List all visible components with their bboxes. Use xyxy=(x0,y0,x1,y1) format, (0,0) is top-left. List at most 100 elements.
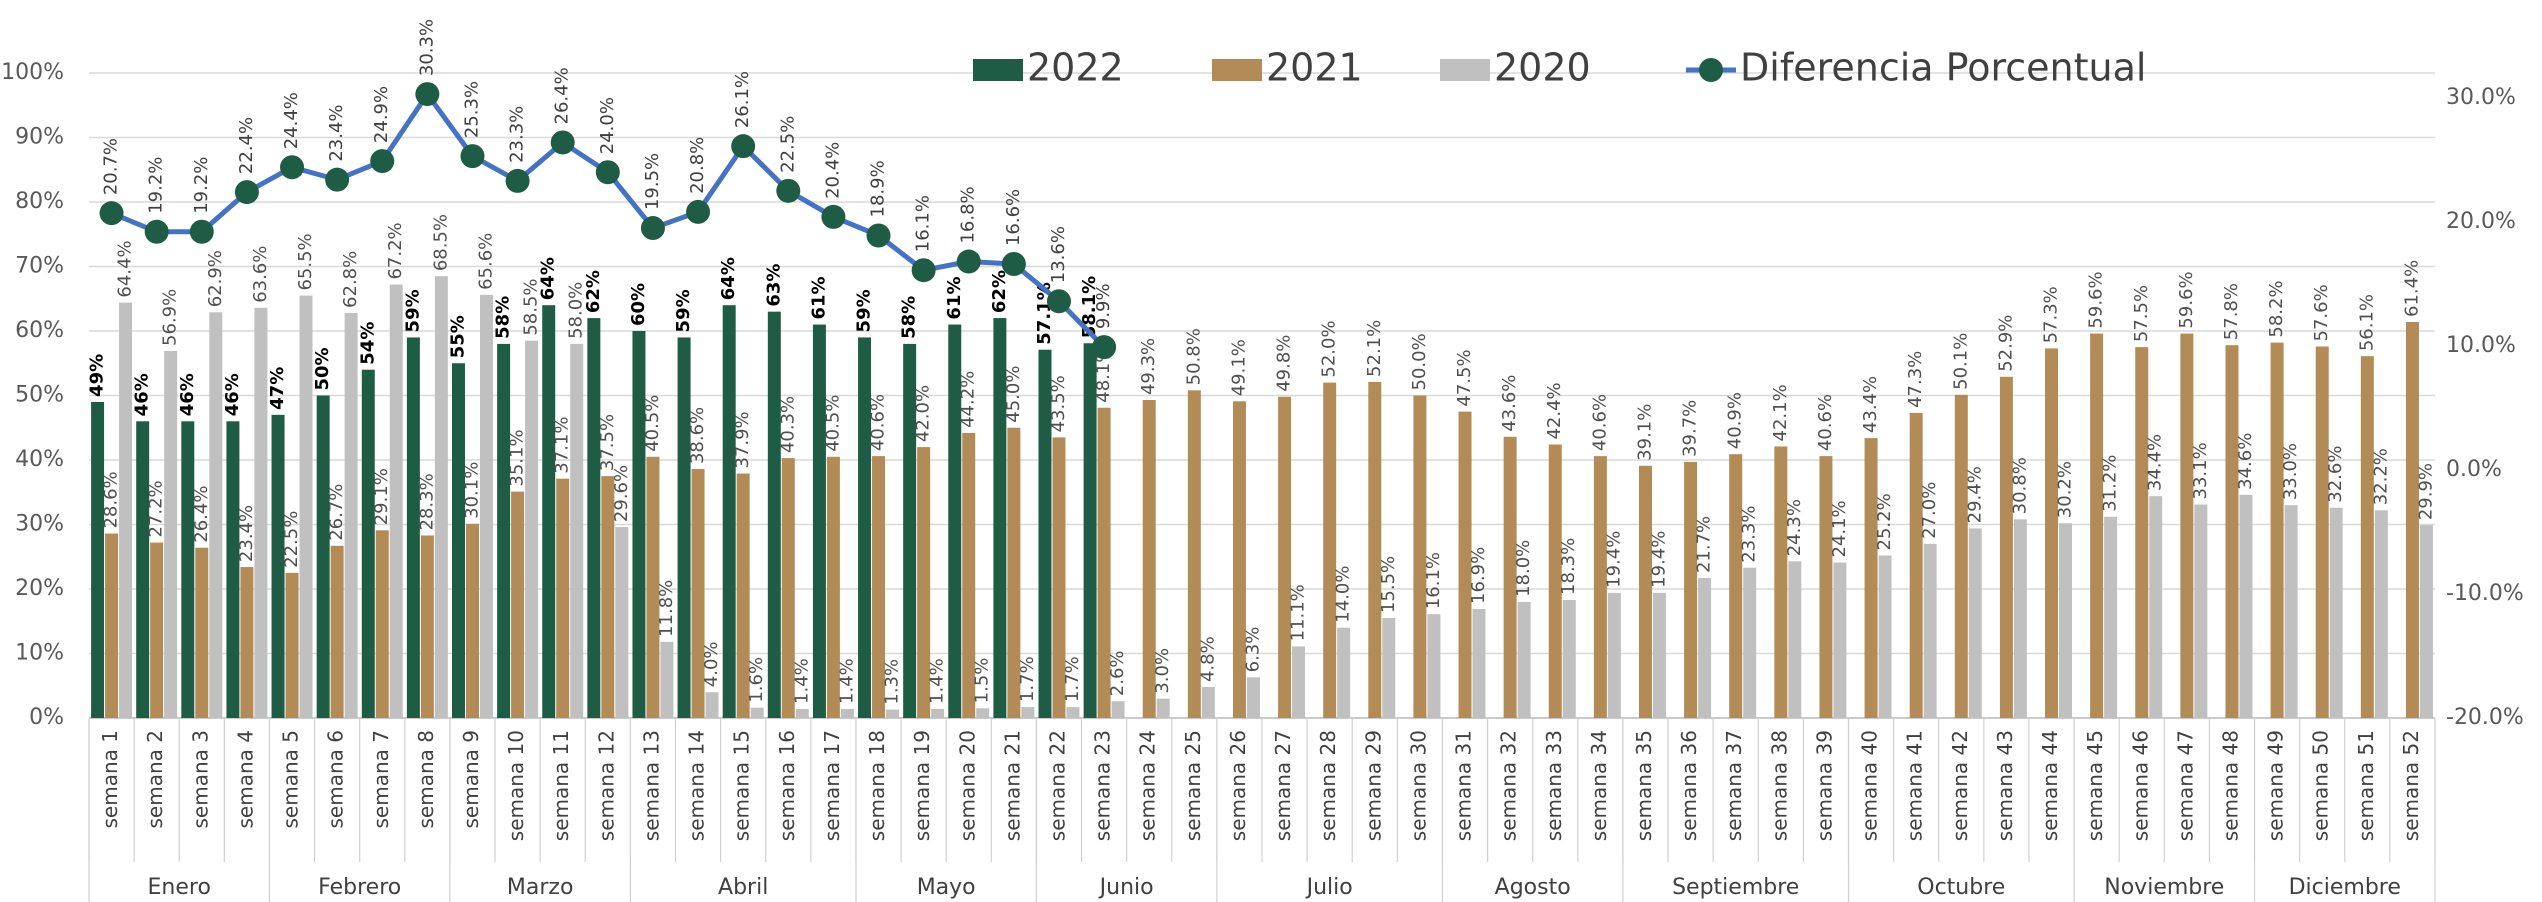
x-tick-label: semana 36 xyxy=(1677,730,1701,841)
x-tick-label: semana 52 xyxy=(2399,730,2423,841)
line-label: 22.5% xyxy=(777,116,798,173)
data-label: 64% xyxy=(718,257,739,300)
line-label: 18.9% xyxy=(868,160,889,217)
data-label: 62.9% xyxy=(205,250,226,307)
x-tick-label: semana 38 xyxy=(1767,730,1791,841)
y-tick-label: 60% xyxy=(15,318,64,343)
data-label: 63% xyxy=(763,264,784,307)
data-label: 49.3% xyxy=(1138,338,1159,395)
data-label: 29.6% xyxy=(611,465,632,522)
bar xyxy=(91,402,104,718)
line-marker xyxy=(280,155,304,179)
x-tick-label: semana 44 xyxy=(2038,730,2062,841)
line-label: 22.4% xyxy=(236,117,257,174)
data-label: 38.6% xyxy=(687,407,708,464)
data-label: 23.3% xyxy=(1739,506,1760,563)
y2-tick-label: 30.0% xyxy=(2446,85,2516,110)
data-label: 29.1% xyxy=(371,468,392,525)
data-label: 11.1% xyxy=(1288,584,1309,641)
x-tick-label: semana 45 xyxy=(2083,730,2107,841)
bar xyxy=(1608,593,1621,718)
x-tick-label: semana 18 xyxy=(865,730,889,841)
data-label: 61% xyxy=(808,276,829,319)
data-label: 50% xyxy=(312,347,333,390)
y-tick-label: 70% xyxy=(15,254,64,279)
data-label: 40.6% xyxy=(1589,394,1610,451)
data-label: 67.2% xyxy=(385,222,406,279)
bar xyxy=(317,396,330,719)
x-tick-label: semana 23 xyxy=(1091,730,1115,841)
y-tick-label: 20% xyxy=(15,576,64,601)
x-tick-label: semana 28 xyxy=(1316,730,1340,841)
data-label: 59% xyxy=(854,289,875,332)
line-marker xyxy=(370,149,394,173)
data-label: 58% xyxy=(899,296,920,339)
line-marker xyxy=(867,223,891,247)
group-label: Noviembre xyxy=(2104,875,2224,900)
line-marker xyxy=(325,168,349,192)
bar xyxy=(660,642,673,718)
data-label: 21.7% xyxy=(1694,516,1715,573)
legend-label: 2022 xyxy=(1027,46,1124,90)
line-marker xyxy=(957,250,981,274)
bar xyxy=(1774,446,1787,718)
bar xyxy=(497,344,510,718)
data-label: 19.4% xyxy=(1648,531,1669,588)
data-label: 57.3% xyxy=(2041,286,2062,343)
bar xyxy=(511,492,524,718)
x-tick-label: semana 32 xyxy=(1497,730,1521,841)
data-label: 46% xyxy=(177,373,198,416)
data-label: 59% xyxy=(402,289,423,332)
data-label: 39.7% xyxy=(1680,400,1701,457)
line-label: 9.9% xyxy=(1093,283,1114,329)
line-marker xyxy=(1092,335,1116,359)
bar xyxy=(2285,505,2298,718)
x-tick-label: semana 3 xyxy=(188,730,212,828)
bar xyxy=(615,527,628,718)
line-marker xyxy=(415,82,439,106)
data-label: 57.5% xyxy=(2131,285,2152,342)
line-label: 19.2% xyxy=(191,157,212,214)
bar xyxy=(768,312,781,718)
data-label: 50.1% xyxy=(1950,333,1971,390)
bar xyxy=(723,305,736,718)
x-tick-label: semana 39 xyxy=(1812,730,1836,841)
bar xyxy=(2149,496,2162,718)
bar xyxy=(2194,505,2207,718)
data-label: 1.7% xyxy=(1062,656,1083,702)
bar xyxy=(1021,707,1034,718)
data-label: 27.0% xyxy=(1919,482,1940,539)
line-marker xyxy=(821,205,845,229)
x-tick-label: semana 22 xyxy=(1045,730,1069,841)
data-label: 35.1% xyxy=(507,429,528,486)
line-label: 24.4% xyxy=(281,92,302,149)
data-label: 43.4% xyxy=(1860,376,1881,433)
data-label: 49.1% xyxy=(1228,339,1249,396)
x-tick-label: semana 2 xyxy=(143,730,167,828)
line-marker xyxy=(235,180,259,204)
bar xyxy=(286,573,299,718)
line-label: 20.8% xyxy=(687,137,708,194)
x-tick-label: semana 26 xyxy=(1226,730,1250,841)
x-tick-label: semana 24 xyxy=(1136,730,1160,841)
data-label: 65.5% xyxy=(295,233,316,290)
data-label: 32.2% xyxy=(2370,448,2391,505)
data-label: 59.6% xyxy=(2086,271,2107,328)
bar xyxy=(1865,438,1878,718)
bar xyxy=(226,421,239,718)
bar xyxy=(1427,614,1440,718)
data-label: 59.6% xyxy=(2176,271,2197,328)
data-label: 58% xyxy=(493,296,514,339)
bar xyxy=(300,296,313,718)
x-tick-label: semana 9 xyxy=(459,730,483,828)
bar xyxy=(1563,600,1576,718)
bar xyxy=(150,543,163,718)
x-tick-label: semana 15 xyxy=(730,730,754,841)
data-label: 40.5% xyxy=(642,395,663,452)
x-tick-label: semana 50 xyxy=(2309,730,2333,841)
x-tick-label: semana 47 xyxy=(2173,730,2197,841)
bar xyxy=(1518,602,1531,718)
line-label: 20.4% xyxy=(822,142,843,199)
bar xyxy=(181,421,194,718)
line-marker xyxy=(596,160,620,184)
